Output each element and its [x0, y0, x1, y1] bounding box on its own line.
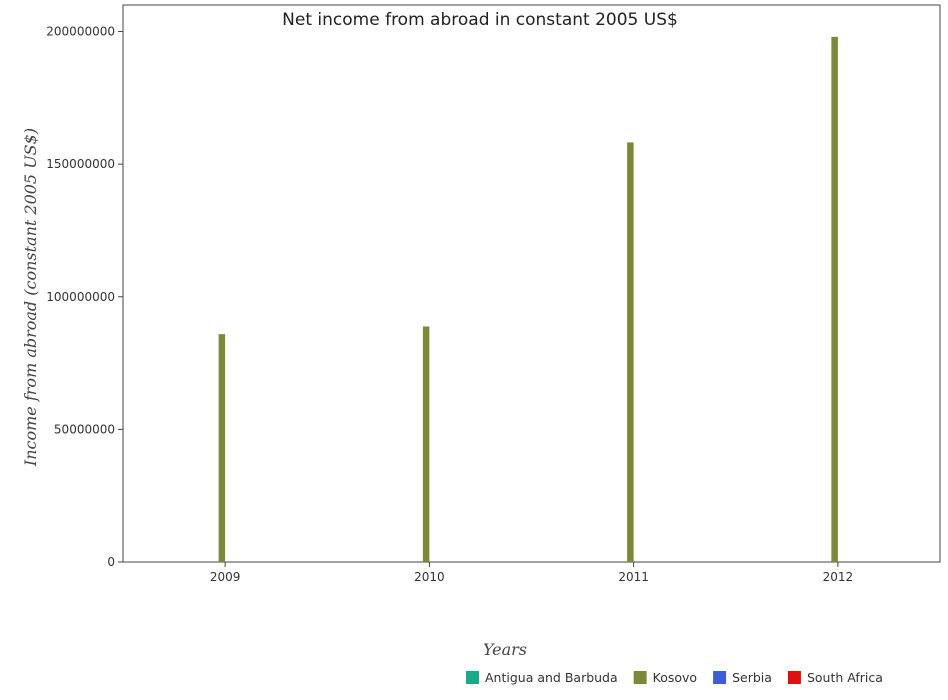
plot-area — [122, 4, 941, 563]
legend-swatch-serbia — [713, 671, 727, 684]
bar-kosovo-2011 — [627, 142, 634, 563]
legend-label-antigua-and-barbuda: Antigua and Barbuda — [485, 670, 618, 685]
y-tick-label: 150000000 — [46, 157, 115, 171]
legend-swatch-kosovo — [633, 671, 647, 684]
y-tick-label: 100000000 — [46, 290, 115, 304]
plot-frame — [122, 4, 941, 563]
x-axis-label: Years — [483, 640, 527, 659]
axis-ticks: 2009 2010 2011 2012 0 50000000 100000000 150000… — [46, 25, 853, 584]
legend-label-serbia: Serbia — [732, 670, 772, 685]
y-tick-label: 50000000 — [54, 422, 115, 436]
chart-title: Net income from abroad in constant 2005 … — [282, 10, 678, 30]
x-tick-label: 2012 — [823, 570, 854, 584]
x-tick-label: 2010 — [414, 570, 445, 584]
legend-swatch-antigua-and-barbuda — [466, 671, 479, 684]
y-axis-label: Income from abroad (constant 2005 US$) — [21, 128, 40, 467]
legend-swatch-south-africa — [787, 671, 801, 684]
y-tick-label: 0 — [107, 555, 115, 569]
x-tick-label: 2011 — [618, 570, 649, 584]
bar-kosovo-2012 — [831, 36, 838, 563]
bar-kosovo-2009 — [218, 334, 226, 562]
legend-label-south-africa: South Africa — [807, 670, 883, 685]
bar-kosovo-2010 — [422, 326, 430, 562]
y-tick-label: 200000000 — [46, 25, 115, 39]
x-tick-label: 2009 — [210, 570, 241, 584]
legend: Antigua and Barbuda Kosovo Serbia South Afr… — [466, 670, 883, 685]
legend-label-kosovo: Kosovo — [653, 670, 697, 685]
